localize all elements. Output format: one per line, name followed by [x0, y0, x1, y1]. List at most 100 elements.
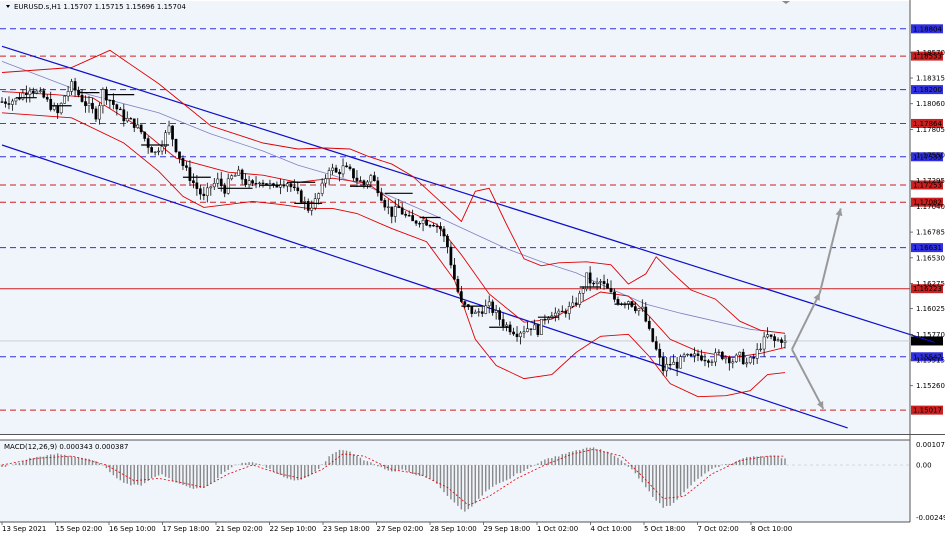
- chart-shift-icon[interactable]: [782, 1, 790, 4]
- candle-body: [327, 170, 331, 179]
- candle-body: [153, 151, 157, 153]
- candle-body: [557, 310, 561, 314]
- candle-body: [644, 306, 648, 322]
- level-tag: [911, 118, 943, 128]
- candle-body: [581, 288, 585, 294]
- channel-line: [1, 144, 848, 429]
- candle-body: [205, 187, 209, 197]
- level-tag: [911, 243, 943, 253]
- candle-body: [602, 281, 606, 284]
- candle-body: [592, 282, 595, 285]
- candle-body: [174, 138, 178, 153]
- candle-body: [383, 200, 387, 208]
- candle-body: [317, 193, 321, 200]
- x-tick-label: 5 Oct 18:00: [644, 525, 685, 533]
- candle-body: [738, 351, 742, 356]
- candle-body: [505, 324, 508, 327]
- candle-body: [136, 124, 140, 128]
- candle-body: [98, 105, 101, 120]
- candle-body: [567, 306, 571, 314]
- candle-body: [640, 306, 644, 309]
- candle-body: [682, 354, 686, 357]
- candle-body: [373, 175, 376, 182]
- candle-body: [529, 328, 533, 330]
- candle-body: [94, 108, 98, 120]
- x-tick-label: 28 Sep 10:00: [430, 525, 477, 533]
- candle-body: [755, 349, 759, 359]
- candle-body: [498, 310, 501, 320]
- level-label: 1.17864: [913, 120, 942, 128]
- candle-body: [484, 305, 488, 314]
- dropdown-arrow-icon[interactable]: [6, 5, 10, 8]
- candle-body: [421, 219, 425, 224]
- candle-body: [571, 302, 575, 307]
- level-label: 1.18804: [913, 25, 942, 33]
- candle-body: [501, 319, 505, 327]
- x-tick-label: 1 Oct 02:00: [537, 525, 578, 533]
- level-label: 1.17082: [913, 199, 942, 207]
- candle-body: [515, 333, 519, 338]
- candle-body: [181, 158, 185, 166]
- x-tick-label: 29 Sep 18:00: [484, 525, 531, 533]
- main-plot-area[interactable]: [0, 1, 910, 434]
- candle-body: [707, 360, 710, 363]
- candle-body: [63, 95, 66, 104]
- candle-body: [494, 310, 498, 313]
- candle-body: [164, 132, 167, 147]
- current-price-tag: [911, 336, 943, 346]
- candle-body: [31, 90, 35, 94]
- y-tick-label: 1.16530: [916, 254, 945, 262]
- candle-body: [369, 175, 373, 183]
- candle-body: [108, 99, 112, 102]
- candle-body: [226, 178, 230, 194]
- candle-body: [233, 175, 237, 177]
- x-tick-label: 8 Oct 10:00: [751, 525, 792, 533]
- candle-body: [446, 235, 449, 248]
- x-tick-label: 13 Sep 2021: [2, 525, 46, 533]
- forecast-arrow-shaft: [791, 292, 821, 350]
- candle-body: [167, 125, 171, 134]
- candle-body: [25, 92, 28, 95]
- candle-body: [279, 184, 282, 188]
- candle-body: [651, 328, 655, 342]
- candle-body: [700, 355, 703, 361]
- level-tag: [911, 85, 943, 95]
- candle-body: [261, 182, 265, 185]
- candle-body: [724, 357, 728, 360]
- candle-body: [634, 306, 637, 312]
- candle-body: [574, 302, 578, 305]
- x-tick-label: 4 Oct 10:00: [591, 525, 632, 533]
- candle-body: [759, 348, 762, 351]
- candle-body: [296, 187, 300, 192]
- candle-body: [675, 361, 679, 369]
- current-price-label: 1.15704: [913, 337, 942, 345]
- candle-body: [289, 183, 293, 188]
- y-tick-label: 1.18060: [916, 100, 945, 108]
- moving-average-line: [1, 61, 786, 334]
- candle-body: [411, 215, 414, 222]
- candle-body: [49, 98, 53, 110]
- candle-body: [658, 348, 662, 358]
- candle-body: [560, 310, 564, 313]
- candle-body: [268, 183, 272, 186]
- level-tag: [911, 180, 943, 190]
- candle-body: [654, 341, 658, 350]
- candle-body: [91, 102, 94, 110]
- level-tag: [911, 284, 943, 294]
- candle-body: [460, 291, 463, 302]
- candle-body: [275, 184, 279, 188]
- candle-body: [345, 165, 348, 168]
- candle-body: [491, 301, 495, 313]
- candle-body: [727, 357, 731, 364]
- candle-body: [741, 351, 745, 365]
- candle-body: [407, 215, 411, 217]
- candle-body: [132, 118, 136, 128]
- candle-body: [606, 283, 609, 289]
- candle-body: [647, 320, 651, 329]
- candle-body: [470, 306, 474, 314]
- candle-body: [272, 183, 275, 185]
- candle-body: [66, 91, 70, 97]
- x-tick-label: 21 Sep 02:00: [216, 525, 263, 533]
- candle-body: [578, 293, 582, 305]
